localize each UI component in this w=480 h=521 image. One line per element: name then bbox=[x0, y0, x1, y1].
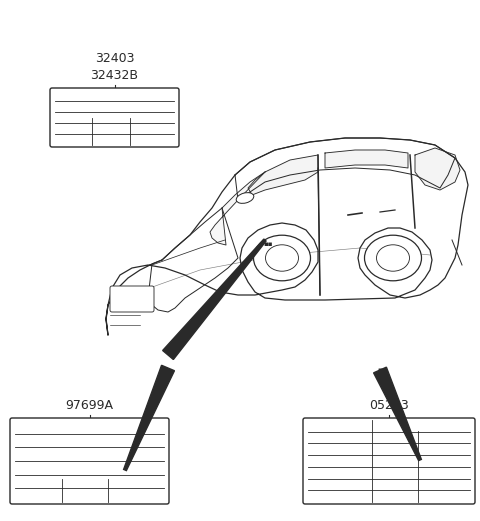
Text: ▪▪: ▪▪ bbox=[263, 241, 273, 247]
Ellipse shape bbox=[236, 193, 254, 203]
FancyBboxPatch shape bbox=[50, 88, 179, 147]
Polygon shape bbox=[248, 155, 318, 195]
Polygon shape bbox=[124, 365, 174, 470]
Text: 97699A: 97699A bbox=[65, 399, 113, 412]
Ellipse shape bbox=[376, 245, 409, 271]
Polygon shape bbox=[210, 172, 265, 245]
Text: 05203: 05203 bbox=[369, 399, 409, 412]
Polygon shape bbox=[325, 150, 408, 168]
FancyBboxPatch shape bbox=[110, 286, 154, 312]
Ellipse shape bbox=[253, 235, 311, 281]
Text: ▪▪: ▪▪ bbox=[377, 367, 387, 373]
FancyBboxPatch shape bbox=[10, 418, 169, 504]
Text: 32403
32432B: 32403 32432B bbox=[91, 52, 139, 82]
Ellipse shape bbox=[265, 245, 299, 271]
Polygon shape bbox=[373, 367, 421, 461]
Ellipse shape bbox=[364, 235, 421, 281]
FancyBboxPatch shape bbox=[303, 418, 475, 504]
Polygon shape bbox=[415, 148, 460, 190]
Polygon shape bbox=[163, 239, 266, 359]
